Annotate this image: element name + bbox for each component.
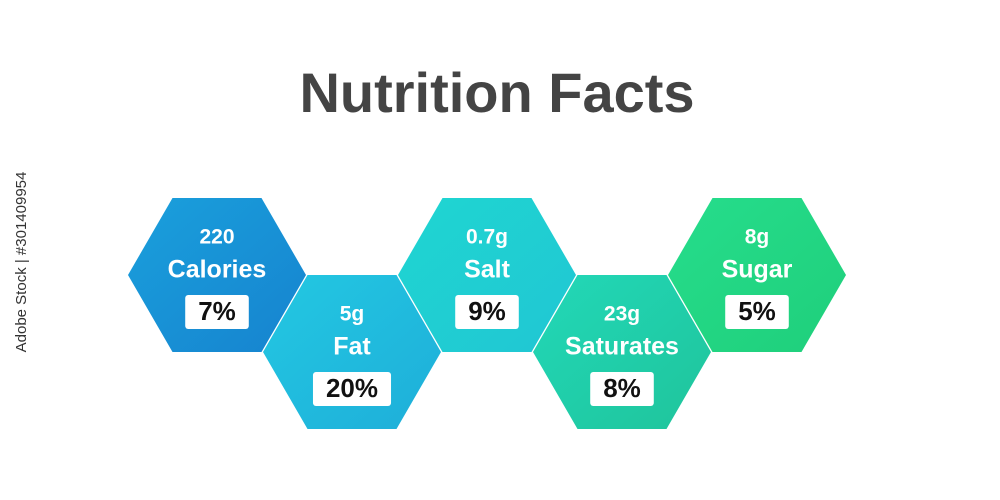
watermark: Adobe Stock | #301409954 (13, 172, 30, 353)
percent-box (312, 372, 392, 406)
percent-box (455, 295, 519, 329)
hexagon (398, 198, 576, 352)
amount: 220 (199, 226, 234, 249)
percent-box (725, 295, 789, 329)
amount: 5g (340, 303, 365, 326)
hexagon (263, 275, 441, 429)
percent: 9% (468, 296, 506, 326)
amount: 0.7g (466, 226, 508, 249)
percent-box (185, 295, 249, 329)
nutrient-hexagon: 5g Fat 20% (263, 275, 441, 429)
hexagon (668, 198, 846, 352)
nutrient-hexagon: 220 Calories 7% (128, 198, 306, 352)
percent: 8% (603, 373, 641, 403)
hexagon (128, 198, 306, 352)
percent: 20% (326, 373, 378, 403)
percent-box (590, 372, 654, 406)
nutrient-hexagon: 8g Sugar 5% (668, 198, 846, 352)
percent: 5% (738, 296, 776, 326)
nutrient-name: Saturates (565, 333, 679, 361)
title: Nutrition Facts (299, 61, 694, 124)
nutrient-name: Calories (168, 256, 267, 284)
hexagon (533, 275, 711, 429)
percent: 7% (198, 296, 236, 326)
nutrient-hexagon: 0.7g Salt 9% (398, 198, 576, 352)
nutrient-name: Fat (333, 333, 371, 361)
amount: 8g (745, 226, 770, 249)
nutrient-name: Sugar (722, 256, 793, 284)
nutrient-hexagon: 23g Saturates 8% (533, 275, 711, 429)
amount: 23g (604, 303, 640, 326)
nutrient-name: Salt (464, 256, 511, 284)
